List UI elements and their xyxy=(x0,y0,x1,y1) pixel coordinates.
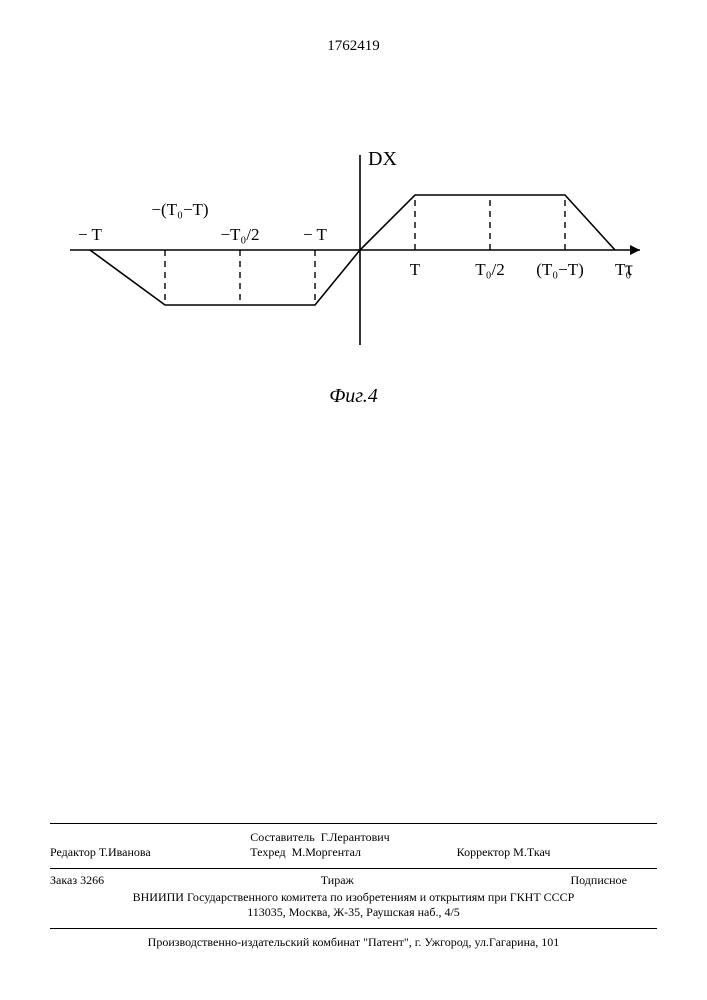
editor-name: Т.Иванова xyxy=(99,845,151,860)
podpisnoe: Подписное xyxy=(570,873,627,888)
svg-text:−(T₀−T): −(T₀−T) xyxy=(151,200,208,219)
compiler-name: Г.Лерантович xyxy=(321,830,390,844)
svg-text:−T₀/2: −T₀/2 xyxy=(220,225,259,244)
svg-text:− T: − T xyxy=(78,225,103,244)
svg-text:T₀/2: T₀/2 xyxy=(475,260,505,279)
corrector-label: Корректор xyxy=(457,845,511,860)
svg-text:(T₀−T): (T₀−T) xyxy=(536,260,584,279)
corrector: Корректор М.Ткач xyxy=(457,830,657,860)
credits-row: Редактор Т.Иванова Составитель Г.Леранто… xyxy=(50,823,657,869)
compiler-label: Составитель xyxy=(250,830,314,844)
y-axis-label: DX xyxy=(368,148,397,170)
svg-text:T₀: T₀ xyxy=(615,260,631,279)
svg-text:− T: − T xyxy=(303,225,328,244)
org-line-2: 113035, Москва, Ж-35, Раушская наб., 4/5 xyxy=(50,905,657,920)
figure-4: DX τ − T −(T₀−T) −T₀/2 − T T T₀/2 (T₀−T)… xyxy=(60,130,650,400)
tirazh: Тираж xyxy=(321,873,354,888)
footer: Редактор Т.Иванова Составитель Г.Леранто… xyxy=(50,823,657,950)
zakaz-label: Заказ xyxy=(50,873,77,887)
editor-label: Редактор xyxy=(50,845,96,860)
order-block: Заказ 3266 Тираж Подписное ВНИИПИ Госуда… xyxy=(50,869,657,929)
techred-label: Техред xyxy=(250,845,285,859)
print-line: Производственно-издательский комбинат "П… xyxy=(50,929,657,950)
org-line-1: ВНИИПИ Государственного комитета по изоб… xyxy=(50,890,657,905)
zakaz-num: 3266 xyxy=(80,873,104,887)
corrector-name: М.Ткач xyxy=(513,845,550,860)
techred-name: М.Моргентал xyxy=(292,845,361,859)
figure-caption: Фиг.4 xyxy=(329,385,378,408)
svg-text:T: T xyxy=(410,260,421,279)
editor: Редактор Т.Иванова xyxy=(50,830,250,860)
document-number: 1762419 xyxy=(327,38,380,55)
